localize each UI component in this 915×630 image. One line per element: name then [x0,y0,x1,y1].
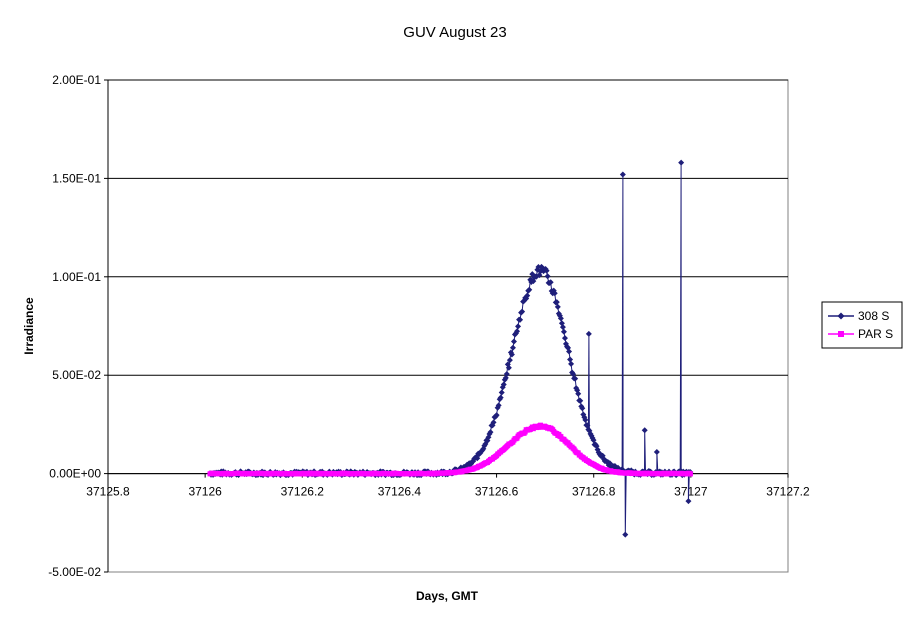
data-point [687,471,693,477]
grid-lines [108,79,788,475]
data-point [505,364,512,371]
y-tick-labels: -5.00E-02 0.00E+00 5.00E-02 1.00E-01 1.50E-0… [48,73,101,579]
data-point [585,330,592,337]
data-point [500,381,507,388]
data-point [557,315,564,322]
data-point [584,422,591,429]
legend-label: PAR S [858,327,893,341]
plot-area [107,79,789,573]
data-point [524,292,531,299]
series-par-s [207,422,693,477]
data-point [575,390,582,397]
x-tick-labels: 37125.8 37126 37126.2 37126.4 37126.6 37126.8… [86,485,810,499]
x-tick-label: 37126.6 [475,485,519,499]
data-point [506,357,513,364]
data-point [493,412,500,419]
legend-marker [837,312,845,320]
legend-label: 308 S [858,309,889,323]
data-point [590,437,597,444]
data-point [508,351,515,358]
x-axis-title: Days, GMT [416,589,479,603]
data-point [561,335,568,342]
data-point [653,448,660,455]
data-point [568,360,575,367]
data-point [543,267,550,274]
legend-item: 308 S [828,309,889,323]
x-tick-label: 37126.2 [281,485,325,499]
data-point [685,498,692,505]
data-point [560,328,567,335]
data-point [503,371,510,378]
x-tick-label: 37126 [188,485,222,499]
data-point [507,349,514,356]
legend-item: PAR S [828,327,893,341]
y-tick-label: 1.50E-01 [52,171,101,185]
data-point [514,328,521,335]
y-tick-label: 2.00E-01 [52,73,101,87]
data-point [547,279,554,286]
legend: 308 S PAR S [821,301,903,349]
legend-marker [838,331,844,337]
x-tick-label: 37127 [674,485,708,499]
data-point [553,299,560,306]
y-tick-label: 0.00E+00 [49,467,101,481]
data-point [577,397,584,404]
data-point [582,416,589,423]
data-point [570,371,577,378]
data-point [510,338,517,345]
x-tick-label: 37125.8 [86,485,130,499]
data-point [579,405,586,412]
data-point [474,455,481,462]
data-point [641,427,648,434]
data-point [559,324,566,331]
data-point [487,429,494,436]
data-point [551,290,558,297]
data-point [519,308,526,315]
x-tick-label: 37127.2 [766,485,810,499]
data-point [495,402,502,409]
data-point [622,531,629,538]
series-group [207,159,694,538]
data-point [498,389,505,396]
data-point [554,303,561,310]
y-tick-label: 1.00E-01 [52,270,101,284]
data-point [515,323,522,330]
chart-title: GUV August 23 [403,24,506,41]
x-tick-label: 37126.4 [378,485,422,499]
data-point [566,348,573,355]
data-point [544,273,551,280]
data-point [509,344,516,351]
data-point [517,316,524,323]
y-tick-label: -5.00E-02 [48,565,101,579]
data-point [490,419,497,426]
data-point [567,356,574,363]
data-point [497,394,504,401]
data-point [572,375,579,382]
y-tick-label: 5.00E-02 [52,368,101,382]
x-tick-label: 37126.8 [572,485,616,499]
legend-box [821,301,903,349]
data-point [526,286,533,293]
data-point [678,159,685,166]
y-axis-title: Irradiance [22,297,36,355]
data-point [619,171,626,178]
